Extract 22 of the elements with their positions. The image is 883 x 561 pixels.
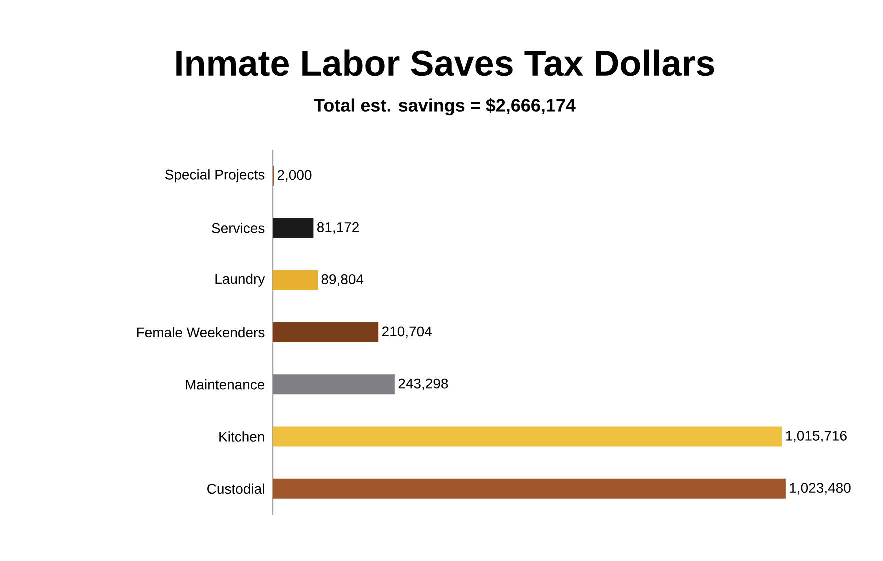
data-label: 89,804	[322, 274, 364, 286]
data-label: 1,015,716	[786, 430, 847, 443]
chart-subtitle: Total est. savings = $2,666,174	[314, 98, 576, 116]
y-tick-label: Kitchen	[220, 432, 264, 442]
bar	[273, 322, 379, 342]
data-label: 1,023,480	[790, 483, 851, 495]
data-label: 2,000	[278, 170, 312, 182]
y-tick-label: Services	[212, 223, 265, 234]
chart-title: Inmate Labor Saves Tax Dollars	[176, 50, 714, 76]
data-label: 243,298	[398, 378, 448, 390]
y-tick-label: Special Projects	[165, 170, 265, 183]
y-tick-label: Female Weekenders	[137, 327, 265, 338]
bar	[273, 478, 786, 499]
data-label: 81,172	[317, 222, 359, 234]
y-tick-label: Laundry	[216, 274, 266, 287]
y-tick-label: Custodial	[208, 484, 264, 494]
data-label: 210,704	[382, 326, 432, 338]
bar	[273, 270, 318, 290]
y-tick-label: Maintenance	[186, 379, 265, 390]
bar	[273, 374, 395, 395]
bar	[273, 218, 314, 238]
bar	[273, 426, 782, 447]
